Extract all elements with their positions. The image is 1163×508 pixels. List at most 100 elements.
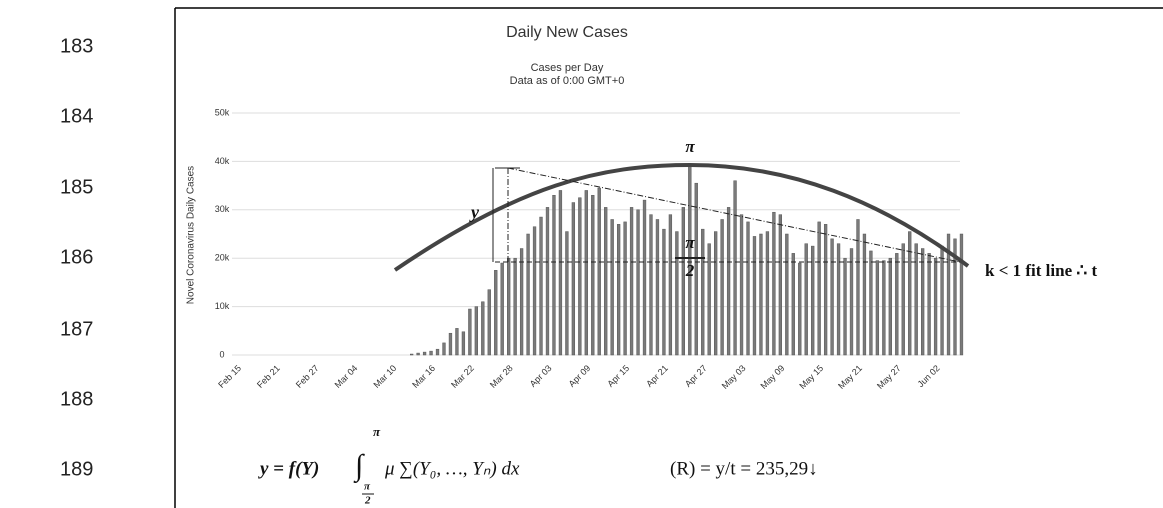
fit-curve — [393, 162, 970, 272]
y-annotation: y — [469, 202, 480, 222]
lower-num: π — [364, 481, 371, 493]
bar — [694, 182, 698, 356]
bar — [571, 202, 576, 356]
bar — [649, 214, 653, 356]
bar — [513, 257, 517, 356]
bar — [707, 243, 711, 356]
formula-rhs: μ ∑(Y₀, …, Yₙ) dx — [384, 458, 520, 479]
bar — [610, 219, 614, 356]
bar — [545, 207, 550, 356]
bar — [752, 236, 757, 356]
bar — [953, 238, 957, 356]
x-tick-label: May 03 — [720, 363, 748, 391]
x-tick-label: Feb 15 — [216, 363, 243, 390]
x-tick-label: Apr 09 — [567, 363, 593, 389]
peak-label: π — [685, 137, 695, 156]
bar — [552, 195, 556, 356]
bar — [675, 231, 679, 356]
y-tick-label: 20k — [215, 253, 230, 263]
bar — [468, 308, 472, 356]
bar — [616, 224, 621, 356]
x-tick-label: Feb 21 — [255, 363, 282, 390]
x-tick-label: Mar 28 — [488, 363, 515, 390]
y-tick-label: 0 — [219, 349, 224, 359]
bar — [584, 190, 588, 356]
bar — [772, 211, 776, 356]
chart-subtitle: Cases per Day — [531, 62, 604, 74]
bar — [830, 238, 834, 356]
line-number: 183 — [60, 35, 93, 57]
bar — [798, 262, 802, 356]
y-tick-label: 10k — [215, 301, 230, 311]
bar — [435, 348, 440, 356]
chart-subtitle: Data as of 0:00 GMT+0 — [510, 75, 625, 87]
bar — [733, 180, 737, 356]
x-tick-label: Jun 02 — [916, 363, 942, 389]
x-tick-label: Apr 27 — [683, 363, 709, 389]
bar — [921, 248, 925, 356]
lower-den: 2 — [364, 495, 371, 507]
y-axis-label: Novel Coronavirus Daily Cases — [186, 166, 197, 304]
bar — [849, 248, 854, 356]
bar — [856, 219, 860, 356]
bar — [461, 331, 466, 356]
bar — [817, 221, 821, 356]
bar — [474, 306, 478, 356]
bar — [681, 207, 685, 356]
x-tick-label: May 27 — [875, 363, 903, 391]
bar — [869, 250, 873, 356]
bar — [558, 190, 563, 356]
bar — [636, 209, 640, 356]
chart-title: Daily New Cases — [506, 24, 628, 41]
bar — [882, 260, 886, 356]
bar — [862, 233, 867, 356]
bar — [448, 332, 453, 356]
bar — [791, 253, 795, 356]
line-number: 184 — [60, 105, 93, 127]
line-number: 186 — [60, 246, 93, 268]
bar — [888, 257, 892, 356]
bar — [811, 245, 815, 356]
bar — [701, 228, 705, 356]
bar — [804, 243, 808, 356]
annotation-overlay — [393, 162, 970, 272]
bar — [623, 221, 627, 356]
bar — [487, 289, 491, 356]
bar — [759, 233, 763, 356]
bar — [565, 231, 569, 356]
plot: 0 10k 20k 30k 40k 50k Feb 15 Feb 21 Feb 27 Mar 04… — [215, 107, 964, 391]
bar — [875, 260, 880, 356]
bar — [714, 231, 718, 356]
bar — [416, 352, 420, 356]
x-tick-label: Mar 10 — [371, 363, 398, 390]
y-tick-label: 30k — [215, 204, 230, 214]
x-tick-label: May 09 — [759, 363, 787, 391]
bar — [500, 262, 504, 356]
x-tick-label: Apr 15 — [605, 363, 631, 389]
half-num: π — [685, 233, 695, 252]
bar — [604, 207, 608, 356]
x-tick-label: Feb 27 — [294, 363, 321, 390]
bar — [836, 243, 841, 356]
bar — [895, 253, 899, 356]
bar — [539, 216, 543, 356]
x-tick-label: May 15 — [797, 363, 825, 391]
bar — [914, 243, 918, 356]
bar — [409, 353, 414, 356]
bar — [519, 248, 524, 356]
bar — [455, 328, 459, 356]
half-den: 2 — [685, 261, 695, 280]
bar — [908, 231, 912, 356]
bar — [843, 257, 847, 356]
y-tick-label: 40k — [215, 156, 230, 166]
line-number: 188 — [60, 388, 93, 410]
bar — [655, 219, 660, 356]
bar — [629, 207, 634, 356]
line-number: 185 — [60, 176, 93, 198]
bar — [739, 214, 744, 356]
fit-label: k < 1 fit line ∴ t — [985, 261, 1097, 280]
bar — [481, 301, 485, 356]
bar — [927, 253, 931, 356]
bar — [933, 257, 938, 356]
